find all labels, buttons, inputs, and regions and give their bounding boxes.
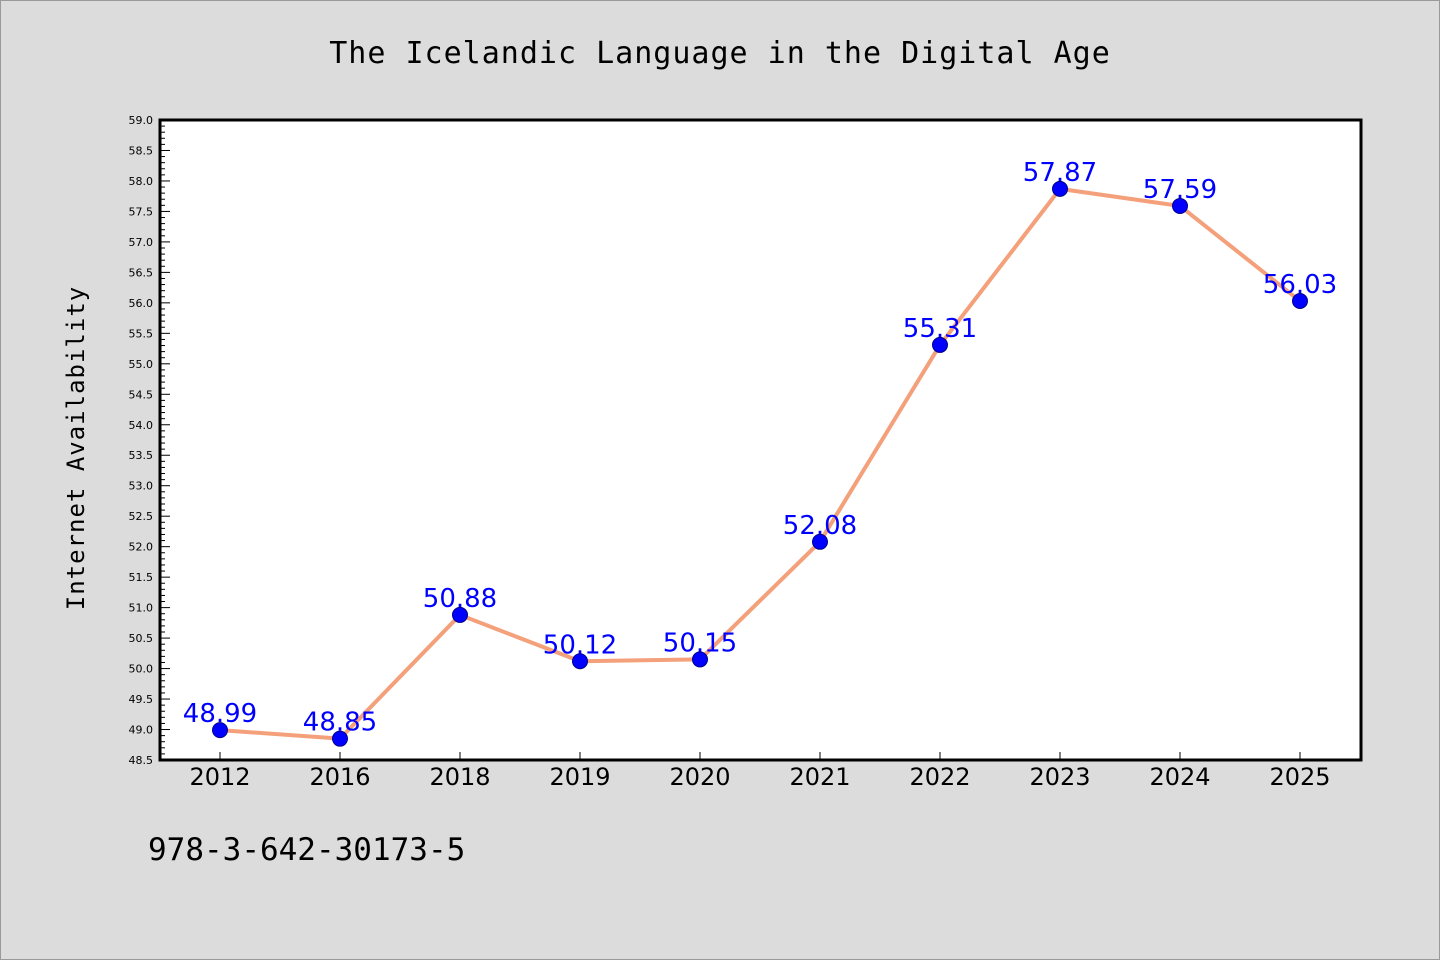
y-axis-label: Internet Availability xyxy=(62,286,90,610)
x-tick-label: 2025 xyxy=(1269,763,1330,791)
data-point xyxy=(332,730,348,747)
x-tick-label: 2023 xyxy=(1029,763,1090,791)
x-axis-ticks: 2012 2016 2018 2019 2020 2021 2022 2023 2024 2025 xyxy=(189,752,1331,791)
y-tick-label: 51.5 xyxy=(129,571,154,584)
data-point xyxy=(1052,180,1068,197)
y-tick-label: 53.5 xyxy=(129,449,154,462)
data-label: 50.12 xyxy=(543,630,617,660)
x-tick-label: 2018 xyxy=(429,763,490,791)
y-tick-label: 55.5 xyxy=(129,327,154,340)
data-point xyxy=(692,651,708,668)
y-tick-label: 51.0 xyxy=(129,602,154,615)
data-point xyxy=(932,336,948,353)
footnote-isbn: 978-3-642-30173-5 xyxy=(148,832,466,868)
y-tick-label: 54.0 xyxy=(129,419,154,432)
y-axis-ticks: 48.5 49.0 49.5 50.0 50.5 51.0 51.5 52.0 52.5 53.0… xyxy=(129,114,170,767)
y-tick-label: 50.0 xyxy=(129,663,154,676)
y-tick-label: 54.5 xyxy=(129,388,154,401)
data-point xyxy=(1292,293,1308,310)
data-label: 57.59 xyxy=(1143,175,1217,205)
x-tick-label: 2020 xyxy=(669,763,730,791)
y-tick-label: 49.0 xyxy=(129,724,154,737)
data-label: 48.99 xyxy=(183,699,257,729)
y-tick-label: 50.5 xyxy=(129,632,154,645)
y-tick-label: 57.0 xyxy=(129,236,154,249)
x-tick-label: 2021 xyxy=(789,763,850,791)
series-line xyxy=(219,186,1302,741)
data-label: 48.85 xyxy=(303,708,377,738)
y-tick-label: 55.0 xyxy=(129,358,154,371)
y-tick-label: 49.5 xyxy=(129,693,154,706)
y-tick-label: 58.0 xyxy=(129,175,154,188)
data-label: 50.88 xyxy=(423,584,497,614)
data-point xyxy=(212,722,228,739)
x-tick-label: 2024 xyxy=(1149,763,1210,791)
y-tick-label: 58.5 xyxy=(129,144,154,157)
y-tick-label: 56.0 xyxy=(129,297,154,310)
data-label: 56.03 xyxy=(1263,270,1337,300)
x-tick-label: 2019 xyxy=(549,763,610,791)
x-tick-label: 2022 xyxy=(909,763,970,791)
data-point xyxy=(1172,197,1188,214)
series-layer: 48.99 48.85 50.88 50.12 50.15 52.08 55.31 57.87… xyxy=(183,158,1337,747)
data-label: 55.31 xyxy=(903,314,977,344)
x-tick-label: 2012 xyxy=(189,763,250,791)
y-tick-label: 52.0 xyxy=(129,541,154,554)
y-tick-label: 59.0 xyxy=(129,114,154,127)
y-tick-label: 53.0 xyxy=(129,480,154,493)
x-tick-label: 2016 xyxy=(309,763,370,791)
y-tick-label: 52.5 xyxy=(129,510,154,523)
data-label: 57.87 xyxy=(1023,158,1097,188)
data-label: 50.15 xyxy=(663,628,737,658)
data-point xyxy=(452,606,468,623)
data-label: 52.08 xyxy=(783,511,857,541)
y-tick-label: 56.5 xyxy=(129,266,154,279)
chart-title: The Icelandic Language in the Digital Ag… xyxy=(329,36,1111,71)
data-point xyxy=(812,533,828,550)
plot-area xyxy=(158,118,1363,762)
y-tick-label: 48.5 xyxy=(129,754,154,767)
data-point xyxy=(572,653,588,670)
y-tick-label: 57.5 xyxy=(129,205,154,218)
